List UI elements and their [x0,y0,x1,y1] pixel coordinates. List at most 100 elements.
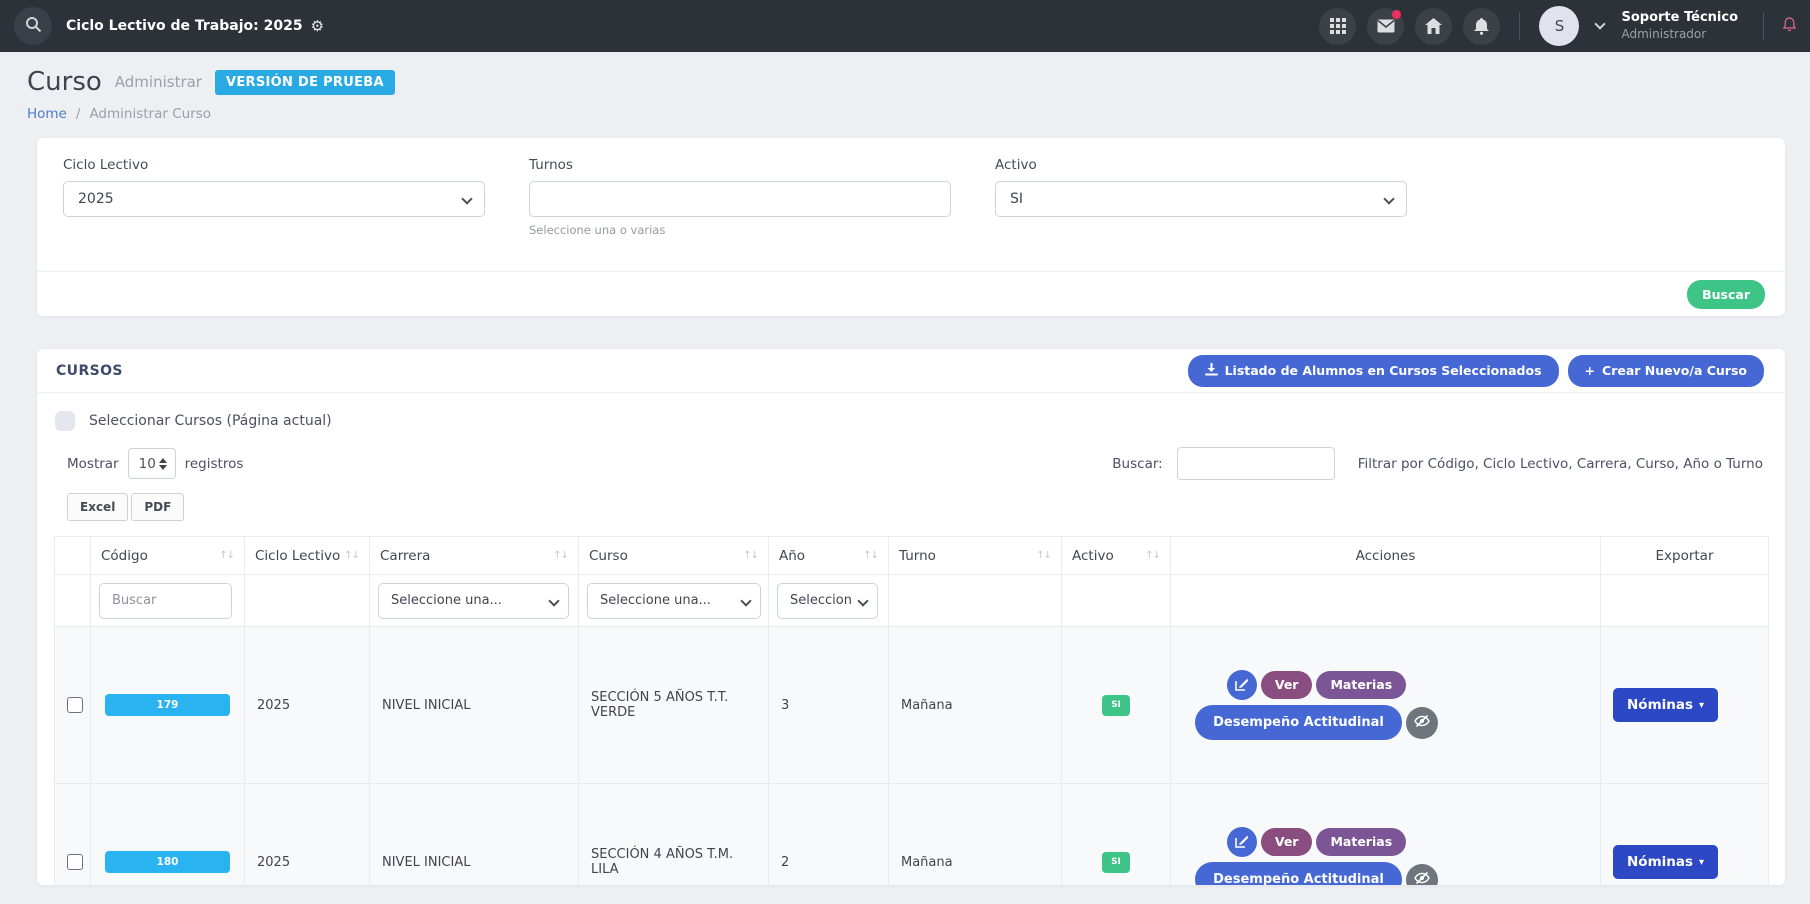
avatar[interactable]: S [1539,6,1580,46]
cell-turno: Mañana [888,626,1062,784]
export-excel-button[interactable]: Excel [67,493,129,521]
nominas-dropdown-button[interactable]: Nóminas ▾ [1613,845,1719,879]
table-row: 179 2025 NIVEL INICIAL SECCIÓN 5 AÑOS T.… [54,626,1769,784]
cell-ano: 2 [768,783,889,885]
breadcrumb: Home / Administrar Curso [27,106,1810,122]
breadcrumb-separator: / [75,106,81,122]
col-header-codigo[interactable]: Código ↑↓ [90,536,245,575]
apps-grid-icon [1329,18,1346,34]
hide-button[interactable] [1405,863,1438,885]
activo-badge: SI [1102,694,1130,716]
table-search-label: Buscar: [1112,455,1163,472]
col-header-carrera[interactable]: Carrera ↑↓ [369,536,579,575]
sort-icons: ↑↓ [743,550,759,561]
col-header-ano[interactable]: Año ↑↓ [768,536,889,575]
col-header-acciones: Acciones [1170,536,1601,575]
edit-button[interactable] [1226,827,1257,857]
col-header-turno[interactable]: Turno ↑↓ [888,536,1062,575]
search-icon [25,16,42,37]
chevron-down-icon[interactable] [1594,18,1607,30]
messages-button[interactable] [1367,7,1405,45]
breadcrumb-current: Administrar Curso [89,106,212,122]
sort-icons: ↑↓ [219,550,235,561]
cell-ciclo-lectivo: 2025 [244,626,370,784]
buscar-button[interactable]: Buscar [1687,279,1765,309]
materias-button[interactable]: Materias [1316,670,1407,700]
cell-carrera: NIVEL INICIAL [369,626,579,784]
cell-curso: SECCIÓN 5 AÑOS T.T. VERDE [578,626,769,784]
cursos-panel: CURSOS Listado de Alumnos en Cursos Sele… [37,349,1785,885]
sort-icons: ↑↓ [1145,550,1161,561]
ciclo-lectivo-select[interactable]: 2025 [63,181,485,217]
edit-pencil-icon [1235,834,1249,851]
cell-turno: Mañana [888,783,1062,885]
listado-alumnos-button[interactable]: Listado de Alumnos en Cursos Seleccionad… [1187,354,1559,387]
col-header-exportar: Exportar [1600,536,1769,575]
row-checkbox[interactable] [67,697,83,713]
ciclo-lectivo-label: Ciclo Lectivo [63,157,149,173]
search-button[interactable] [14,7,52,45]
sort-icons: ↑↓ [863,550,879,561]
table-filter-row: Seleccione una... Seleccione una... Sele… [54,574,1769,627]
crear-curso-button[interactable]: + Crear Nuevo/a Curso [1567,354,1764,387]
codigo-badge: 180 [105,851,230,873]
filter-card: Ciclo Lectivo 2025 Turnos Seleccione una… [37,138,1785,316]
divider [1519,12,1521,40]
codigo-filter-input[interactable] [99,582,232,619]
turnos-label: Turnos [529,157,573,173]
nominas-dropdown-button[interactable]: Nóminas ▾ [1613,688,1719,722]
page-length-select[interactable]: 10 [127,448,176,479]
header-checkbox-cell [54,536,91,575]
desempeno-actitudinal-button[interactable]: Desempeño Actitudinal [1195,862,1402,885]
turnos-input[interactable] [529,181,951,217]
mail-icon [1377,19,1395,33]
hide-button[interactable] [1405,706,1438,739]
cell-ano: 3 [768,626,889,784]
home-icon [1425,18,1443,34]
alerts-bell-button[interactable] [1782,16,1797,36]
desempeno-actitudinal-button[interactable]: Desempeño Actitudinal [1195,705,1402,740]
panel-title: CURSOS [56,362,123,379]
cell-ciclo-lectivo: 2025 [244,783,370,885]
ver-button[interactable]: Ver [1260,827,1313,857]
home-button[interactable] [1415,7,1453,45]
turnos-help-text: Seleccione una o varias [529,223,666,237]
table-header-row: Código ↑↓ Ciclo Lectivo ↑↓ Carrera ↑↓ Curso… [54,536,1769,575]
ciclo-lectivo-value: 2025 [78,191,114,207]
row-checkbox[interactable] [67,854,83,870]
export-pdf-button[interactable]: PDF [131,493,185,521]
activo-label: Activo [995,157,1037,173]
bell-icon [1474,17,1490,35]
ver-button[interactable]: Ver [1260,670,1313,700]
carrera-filter-select[interactable]: Seleccione una... [378,582,569,619]
col-header-curso[interactable]: Curso ↑↓ [578,536,769,575]
user-name: Soporte Técnico [1621,10,1738,26]
apps-grid-button[interactable] [1319,7,1357,45]
nominas-label: Nóminas [1627,854,1694,870]
page-header: Curso Administrar VERSIÓN DE PRUEBA Home… [0,52,1810,122]
registros-label: registros [184,455,244,472]
sort-icons: ↑↓ [1036,550,1052,561]
col-header-activo[interactable]: Activo ↑↓ [1061,536,1171,575]
edit-button[interactable] [1226,670,1257,700]
plus-icon: + [1584,363,1596,378]
nominas-label: Nóminas [1627,697,1694,713]
select-all-checkbox[interactable] [55,411,75,431]
curso-filter-select[interactable]: Seleccione una... [587,582,761,619]
caret-down-icon: ▾ [1699,699,1705,711]
activo-select[interactable]: SI [995,181,1407,217]
notifications-button[interactable] [1463,7,1501,45]
download-icon [1204,362,1218,379]
materias-button[interactable]: Materias [1316,827,1407,857]
col-header-ciclo-lectivo[interactable]: Ciclo Lectivo ↑↓ [244,536,370,575]
table-search-input[interactable] [1176,447,1335,480]
ano-filter-select[interactable]: Seleccion [777,582,878,619]
chevron-down-icon [857,594,869,607]
select-all-label: Seleccionar Cursos (Página actual) [89,413,332,429]
user-block[interactable]: Soporte Técnico Administrador [1621,10,1738,41]
gear-icon[interactable]: ⚙ [310,17,325,35]
sort-icons: ↑↓ [553,550,569,561]
page-length-value: 10 [138,455,156,472]
divider [37,271,1785,272]
breadcrumb-home-link[interactable]: Home [27,106,67,122]
